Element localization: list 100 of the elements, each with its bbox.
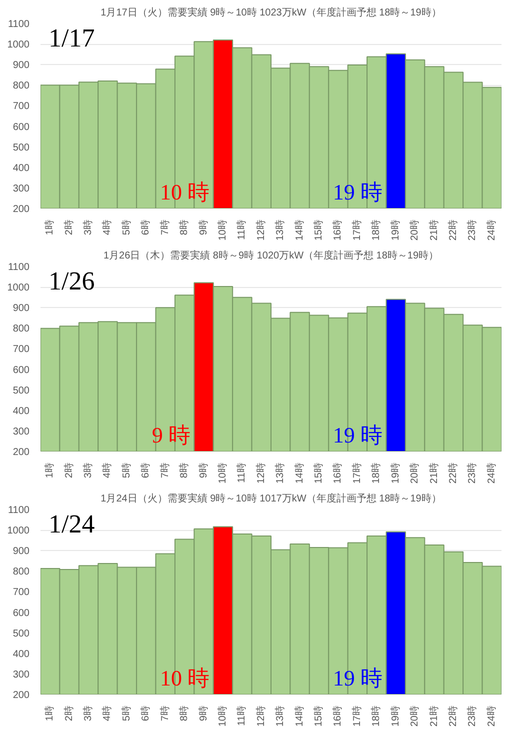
x-tick-label: 20時	[408, 706, 421, 727]
annotation: 10 時	[160, 180, 210, 204]
x-tick-label: 16時	[332, 462, 344, 484]
x-tick-label: 16時	[332, 220, 344, 241]
x-tick-label: 9時	[197, 462, 210, 478]
annotation: 10 時	[160, 666, 210, 690]
x-tick-label: 15時	[312, 462, 325, 484]
x-tick-label: 23時	[466, 220, 478, 241]
x-tick-label: 14時	[293, 462, 306, 484]
y-tick-label: 800	[12, 80, 30, 92]
x-tick-label: 24時	[485, 220, 498, 241]
y-tick-label: 900	[12, 303, 30, 314]
x-tick-label: 7時	[158, 220, 171, 236]
x-tick-label: 16時	[332, 706, 344, 727]
x-tick-label: 12時	[254, 462, 267, 484]
annotation: 1/17	[48, 24, 95, 52]
y-tick-label: 1000	[7, 40, 30, 51]
x-tick-label: 1時	[44, 462, 56, 478]
x-tick-label: 4時	[101, 462, 114, 478]
y-tick-label: 1000	[7, 526, 30, 537]
y-tick-label: 900	[12, 60, 30, 72]
y-tick-label: 500	[12, 628, 30, 640]
y-tick-label: 200	[12, 690, 30, 701]
x-tick-label: 22時	[446, 706, 459, 727]
x-tick-label: 21時	[428, 220, 440, 241]
y-tick-label: 1100	[8, 19, 30, 30]
y-tick-label: 1100	[8, 262, 30, 273]
y-tick-label: 400	[12, 162, 30, 174]
x-tick-label: 5時	[120, 706, 132, 722]
x-tick-label: 10時	[216, 706, 228, 727]
y-tick-label: 200	[12, 447, 30, 458]
x-tick-label: 5時	[120, 462, 132, 478]
x-tick-label: 3時	[82, 706, 94, 722]
chart-title: 1月17日（火）需要実績 9時～10時 1023万kW（年度計画予想 18時～19時）	[100, 6, 442, 18]
annotation: 19 時	[332, 666, 382, 690]
x-tick-label: 13時	[274, 706, 286, 727]
x-tick-label: 11時	[236, 705, 248, 726]
y-tick-label: 500	[12, 142, 30, 154]
x-tick-label: 3時	[82, 462, 94, 478]
y-tick-label: 300	[12, 669, 30, 680]
y-tick-label: 1100	[8, 505, 30, 516]
x-tick-label: 24時	[485, 462, 498, 484]
y-tick-label: 1000	[7, 282, 30, 294]
x-tick-label: 8時	[178, 220, 190, 236]
x-tick-label: 9時	[197, 706, 210, 722]
x-tick-label: 23時	[466, 462, 478, 484]
x-tick-label: 12時	[254, 706, 267, 727]
x-tick-label: 10時	[216, 462, 228, 484]
y-tick-label: 900	[12, 546, 30, 558]
x-tick-label: 2時	[62, 220, 75, 236]
y-tick-label: 700	[12, 587, 30, 598]
annotation: 9 時	[152, 422, 190, 448]
x-tick-label: 15時	[312, 220, 325, 241]
x-tick-label: 8時	[178, 462, 190, 478]
x-tick-label: 7時	[158, 462, 171, 478]
x-tick-label: 8時	[178, 706, 190, 722]
x-tick-label: 10時	[216, 220, 228, 241]
y-tick-label: 800	[12, 324, 30, 335]
x-tick-label: 20時	[408, 220, 421, 241]
x-tick-label: 17時	[350, 706, 363, 727]
x-tick-label: 9時	[197, 220, 210, 236]
chart-title: 1月24日（火）需要実績 9時～10時 1017万kW（年度計画予想 18時～19時）	[100, 492, 442, 504]
chart-title: 1月26日（木）需要実績 8時～9時 1020万kW（年度計画予想 18時～19時）	[103, 250, 439, 262]
x-tick-label: 6時	[140, 706, 152, 722]
x-tick-label: 2時	[62, 462, 75, 478]
y-tick-label: 200	[12, 204, 30, 215]
x-tick-label: 12時	[254, 220, 267, 241]
x-tick-label: 19時	[389, 706, 402, 727]
x-tick-label: 3時	[82, 220, 94, 236]
x-tick-label: 4時	[101, 220, 114, 236]
x-tick-label: 21時	[428, 706, 440, 727]
x-tick-label: 19時	[389, 220, 402, 241]
x-tick-label: 6時	[140, 220, 152, 236]
x-tick-label: 11時	[236, 219, 248, 240]
y-tick-label: 300	[12, 426, 30, 438]
y-tick-label: 600	[12, 122, 30, 133]
x-tick-label: 18時	[370, 706, 382, 727]
annotation: 19 時	[332, 422, 382, 448]
x-tick-label: 20時	[408, 462, 421, 484]
x-tick-label: 22時	[446, 220, 459, 241]
annotation: 19 時	[332, 180, 382, 204]
x-tick-label: 13時	[274, 220, 286, 241]
x-tick-label: 14時	[293, 706, 306, 727]
x-tick-label: 24時	[485, 706, 498, 727]
x-tick-label: 11時	[236, 462, 248, 483]
x-tick-label: 6時	[140, 462, 152, 478]
x-tick-label: 15時	[312, 706, 325, 727]
x-tick-label: 1時	[44, 220, 56, 236]
x-tick-label: 1時	[44, 706, 56, 722]
x-tick-label: 18時	[370, 220, 382, 241]
x-tick-label: 17時	[350, 220, 363, 241]
x-tick-label: 23時	[466, 706, 478, 727]
y-tick-label: 500	[12, 385, 30, 396]
y-tick-label: 700	[12, 101, 30, 112]
y-tick-label: 700	[12, 344, 30, 356]
x-tick-label: 19時	[389, 462, 402, 484]
x-tick-label: 5時	[120, 220, 132, 236]
x-tick-label: 7時	[158, 706, 171, 722]
x-tick-label: 4時	[101, 706, 114, 722]
x-tick-label: 18時	[370, 462, 382, 484]
